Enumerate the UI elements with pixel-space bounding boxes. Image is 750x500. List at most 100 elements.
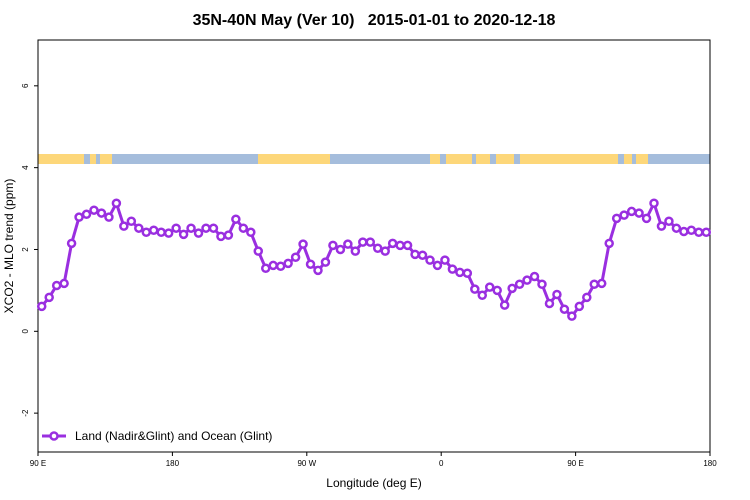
data-point xyxy=(178,229,189,240)
chart-title: 35N-40N May (Ver 10) 2015-01-01 to 2020-… xyxy=(193,12,556,29)
data-point xyxy=(59,278,69,289)
x-tick-label: 90 E xyxy=(567,459,583,468)
data-point xyxy=(111,198,122,208)
data-point xyxy=(260,263,271,274)
data-point xyxy=(664,216,674,226)
data-point xyxy=(656,221,667,231)
data-point xyxy=(148,225,159,235)
data-point xyxy=(641,213,652,224)
x-tick-label: 0 xyxy=(439,459,444,468)
data-point xyxy=(208,223,219,233)
data-point xyxy=(186,223,196,233)
series-line xyxy=(40,201,707,318)
legend-label: Land (Nadir&Glint) and Ocean (Glint) xyxy=(75,429,272,443)
plot-frame xyxy=(37,39,711,453)
data-point xyxy=(559,304,570,314)
land-band xyxy=(430,154,440,164)
land-band xyxy=(446,154,472,164)
data-point xyxy=(574,301,585,312)
data-point xyxy=(283,258,293,269)
y-tick-label: 4 xyxy=(21,165,30,170)
land-ocean-band xyxy=(38,154,710,164)
data-point xyxy=(410,249,420,260)
data-point xyxy=(514,279,525,290)
data-point xyxy=(365,237,376,247)
legend: Land (Nadir&Glint) and Ocean (Glint) xyxy=(42,429,272,443)
data-point xyxy=(290,252,301,263)
data-point xyxy=(567,311,577,321)
data-point xyxy=(216,231,226,242)
data-point xyxy=(395,240,405,251)
data-point xyxy=(96,208,107,218)
x-tick-label: 180 xyxy=(166,459,180,468)
data-point xyxy=(223,230,234,240)
data-point xyxy=(440,255,450,265)
data-point xyxy=(596,278,607,289)
data-point xyxy=(686,225,697,235)
data-point xyxy=(499,300,510,310)
land-band xyxy=(496,154,514,164)
data-point xyxy=(134,223,144,233)
data-point xyxy=(275,261,286,272)
data-point xyxy=(544,298,555,309)
data-point xyxy=(432,260,443,271)
data-point xyxy=(313,265,323,276)
data-point xyxy=(402,240,413,251)
data-point xyxy=(694,227,704,238)
data-point xyxy=(246,227,256,238)
data-point xyxy=(36,301,47,312)
data-point xyxy=(455,267,465,278)
data-point xyxy=(447,264,458,274)
data-point xyxy=(522,275,532,285)
land-band xyxy=(520,154,618,164)
y-tick-label: 6 xyxy=(21,83,30,88)
land-band xyxy=(624,154,632,164)
land-band xyxy=(90,154,96,164)
data-point xyxy=(298,239,308,249)
data-point xyxy=(343,239,353,249)
data-point xyxy=(387,238,398,249)
data-point xyxy=(589,279,600,290)
data-point xyxy=(193,228,204,238)
data-point xyxy=(81,209,92,220)
data-point xyxy=(477,290,488,301)
data-point xyxy=(66,238,77,249)
land-band xyxy=(100,154,112,164)
data-point xyxy=(89,205,99,215)
data-point xyxy=(626,206,637,217)
data-point xyxy=(231,214,241,224)
data-point xyxy=(201,223,211,233)
data-point xyxy=(537,279,547,290)
data-point xyxy=(104,212,114,222)
ocean-band xyxy=(38,154,710,164)
data-point xyxy=(701,227,712,238)
data-point xyxy=(156,227,166,238)
data-point xyxy=(74,212,84,222)
y-tick-label: -2 xyxy=(21,409,30,417)
data-point xyxy=(417,250,428,260)
data-point xyxy=(305,259,316,269)
data-point xyxy=(119,221,129,231)
data-point xyxy=(611,213,622,224)
data-point xyxy=(171,223,181,233)
data-point xyxy=(507,283,517,294)
y-tick-label: 0 xyxy=(21,329,30,334)
data-point xyxy=(372,243,383,254)
data-point xyxy=(328,240,338,251)
data-point xyxy=(552,289,562,300)
data-point xyxy=(126,216,137,226)
data-point xyxy=(380,246,390,256)
data-point xyxy=(268,260,278,271)
data-point xyxy=(358,237,368,247)
data-point xyxy=(462,268,473,278)
data-point xyxy=(679,226,689,237)
x-axis-label: Longitude (deg E) xyxy=(326,476,421,490)
data-point xyxy=(350,246,361,256)
data-point xyxy=(671,223,682,233)
land-band xyxy=(476,154,490,164)
legend-marker xyxy=(49,431,59,441)
land-band xyxy=(258,154,330,164)
data-point xyxy=(425,255,435,265)
data-point xyxy=(634,208,644,218)
data-point xyxy=(320,257,331,267)
